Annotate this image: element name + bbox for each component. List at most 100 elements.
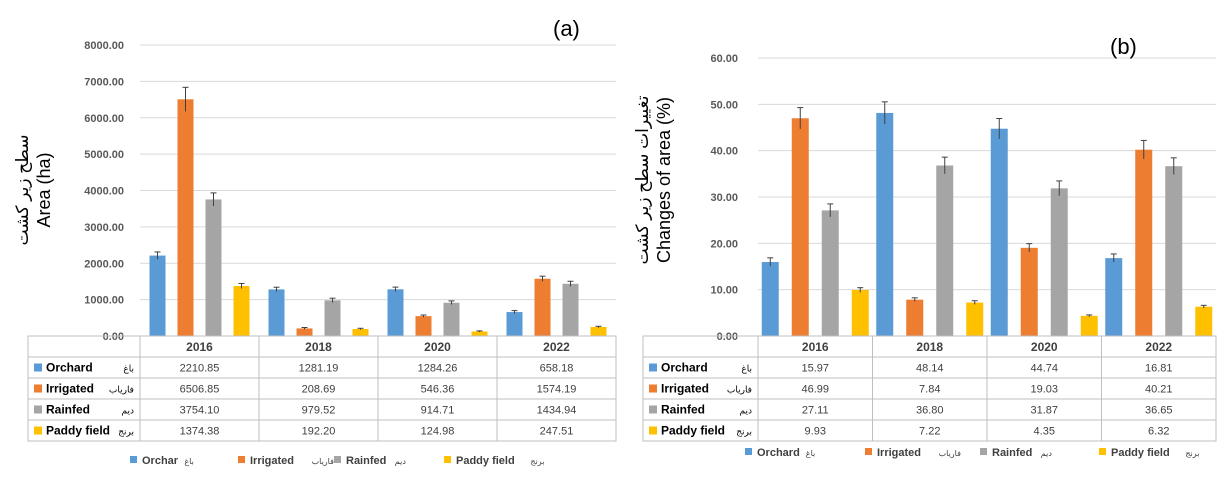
panel-label: (a)	[553, 16, 580, 41]
y-tick-label: 4000.00	[84, 186, 124, 198]
table-cell: 44.74	[1030, 363, 1058, 375]
table-cell: 1284.26	[418, 363, 458, 375]
bar-paddy-2016	[233, 286, 250, 336]
legend-key-paddy	[444, 456, 451, 463]
y-tick-label: 50.00	[710, 99, 738, 111]
table-cell: 7.84	[919, 384, 940, 396]
legend-label-persian: دیم	[395, 457, 407, 466]
bar-irrigated-2020	[1020, 247, 1038, 336]
x-tick-label: 2020	[1031, 340, 1058, 354]
table-cell: 3754.10	[180, 405, 220, 417]
table-series-name: Paddy field	[46, 424, 110, 438]
bar-orchard-2020	[990, 128, 1008, 336]
table-series-name-persian: باغ	[123, 364, 134, 374]
table-legend-key	[649, 426, 657, 435]
bar-irrigated-2018	[906, 299, 924, 336]
y-tick-label: 30.00	[710, 192, 738, 204]
table-series-name: Rainfed	[46, 403, 90, 417]
table-series-name-persian: فاریاب	[727, 385, 752, 395]
legend-label: Paddy field	[456, 455, 515, 467]
legend-label: Paddy field	[1111, 447, 1170, 459]
table-series-name: Irrigated	[46, 382, 94, 396]
table-cell: 36.80	[916, 405, 944, 417]
table-cell: 1281.19	[299, 363, 339, 375]
y-tick-label: 5000.00	[84, 149, 124, 161]
x-tick-label: 2018	[305, 340, 332, 354]
legend-key-irrigated	[865, 448, 872, 455]
chart-panel-a: 0.00 1000.00 2000.00 3000.00 4000.00 5000.00 6…	[13, 16, 617, 467]
bar-irrigated-2022	[534, 278, 551, 336]
table-series-name-persian: برنج	[118, 427, 134, 437]
bar-irrigated-2022	[1135, 149, 1153, 336]
y-axis-label: Area (ha)	[34, 152, 54, 227]
table-cell: 546.36	[421, 384, 455, 396]
legend-label: Rainfed	[992, 447, 1032, 459]
table-cell: 658.18	[540, 363, 574, 375]
bar-irrigated-2018	[296, 328, 313, 336]
table-cell: 979.52	[302, 405, 336, 417]
bar-orchard-2022	[1105, 258, 1123, 336]
y-tick-label: 6000.00	[84, 113, 124, 125]
table-series-name-persian: فاریاب	[109, 385, 134, 395]
table-cell: 46.99	[801, 384, 829, 396]
y-tick-label: 10.00	[710, 285, 738, 297]
y-axis-label: Changes of area (%)	[654, 97, 674, 263]
bar-rainfed-2018	[324, 300, 341, 336]
legend-key-irrigated	[238, 456, 245, 463]
legend-key-orchard	[745, 448, 752, 455]
x-tick-label: 2016	[186, 340, 213, 354]
table-series-name: Irrigated	[661, 382, 709, 396]
y-tick-label: 0.00	[103, 331, 124, 343]
bar-orchard-2018	[268, 289, 285, 336]
table-series-name-persian: برنج	[736, 427, 752, 437]
table-series-name: Rainfed	[661, 403, 705, 417]
y-tick-label: 1000.00	[84, 295, 124, 307]
bar-rainfed-2018	[936, 165, 954, 336]
y-axis-label-persian: تغییرات سطح زیر کشت	[633, 95, 653, 264]
legend-label: Rainfed	[346, 455, 386, 467]
panel-label: (b)	[1110, 34, 1137, 59]
table-legend-key	[34, 384, 42, 393]
legend-key-orchard	[130, 456, 137, 463]
legend-key-rainfed	[334, 456, 341, 463]
x-tick-label: 2018	[916, 340, 943, 354]
bar-orchard-2020	[387, 289, 404, 336]
y-tick-label: 60.00	[710, 53, 738, 65]
table-cell: 914.71	[421, 405, 455, 417]
table-series-name-persian: دیم	[739, 406, 752, 417]
bar-paddy-2016	[851, 289, 869, 336]
bar-orchard-2022	[506, 312, 523, 336]
table-legend-key	[649, 405, 657, 414]
legend-label-persian: فاریاب	[939, 449, 961, 458]
legend-label: Irrigated	[877, 447, 921, 459]
y-tick-label: 20.00	[710, 238, 738, 250]
bar-rainfed-2016	[205, 199, 222, 336]
y-tick-label: 3000.00	[84, 222, 124, 234]
table-cell: 2210.85	[180, 363, 220, 375]
y-tick-label: 40.00	[710, 146, 738, 158]
bar-rainfed-2020	[443, 302, 460, 336]
legend-label-persian: باغ	[806, 449, 815, 458]
legend-key-paddy	[1099, 448, 1106, 455]
bar-irrigated-2016	[177, 99, 194, 337]
chart-panel-b: 0.00 10.00 20.00 30.00 40.00 50.00 60.00 (b) تغی…	[633, 34, 1217, 459]
bar-rainfed-2016	[821, 210, 839, 336]
legend-key-rainfed	[980, 448, 987, 455]
y-tick-label: 7000.00	[84, 76, 124, 88]
table-cell: 7.22	[919, 426, 940, 438]
table-cell: 6506.85	[180, 384, 220, 396]
table-cell: 208.69	[302, 384, 336, 396]
table-series-name: Paddy field	[661, 424, 725, 438]
table-cell: 16.81	[1145, 363, 1173, 375]
bar-paddy-2018	[352, 329, 369, 336]
table-cell: 36.65	[1145, 405, 1173, 417]
table-legend-key	[34, 363, 42, 372]
table-cell: 247.51	[540, 426, 574, 438]
table-cell: 1374.38	[180, 426, 220, 438]
bar-irrigated-2016	[791, 118, 809, 336]
bar-orchard-2018	[876, 112, 894, 337]
table-cell: 192.20	[302, 426, 336, 438]
bar-paddy-2020	[471, 331, 488, 336]
table-cell: 4.35	[1034, 426, 1055, 438]
